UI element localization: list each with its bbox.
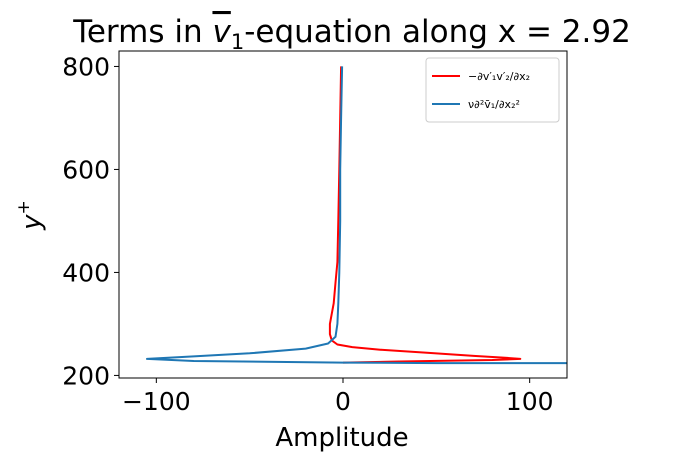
y-tick-label: 800 xyxy=(62,52,110,81)
y-tick-label: 200 xyxy=(62,361,110,390)
legend-box xyxy=(425,57,560,123)
chart-title: Terms in v1-equation along x = 2.92 xyxy=(72,14,631,54)
y-axis-ticks: 200 400 600 800 xyxy=(62,52,119,390)
x-tick-label: 0 xyxy=(335,387,351,416)
legend-entry: −∂v′₁v′₂/∂x₂ xyxy=(468,70,530,83)
x-axis-ticks: −100 0 100 xyxy=(122,378,554,416)
y-tick-label: 600 xyxy=(62,155,110,184)
series-line-2 xyxy=(146,66,567,365)
legend: −∂v′₁v′₂/∂x₂ ν∂²v̄₁/∂x₂² xyxy=(425,57,560,123)
x-tick-label: 100 xyxy=(506,387,554,416)
legend-entry: ν∂²v̄₁/∂x₂² xyxy=(468,98,520,111)
y-axis-label: y+ xyxy=(14,200,47,231)
x-axis-label: Amplitude xyxy=(275,423,408,453)
y-tick-label: 400 xyxy=(62,258,110,287)
x-tick-label: −100 xyxy=(122,387,191,416)
